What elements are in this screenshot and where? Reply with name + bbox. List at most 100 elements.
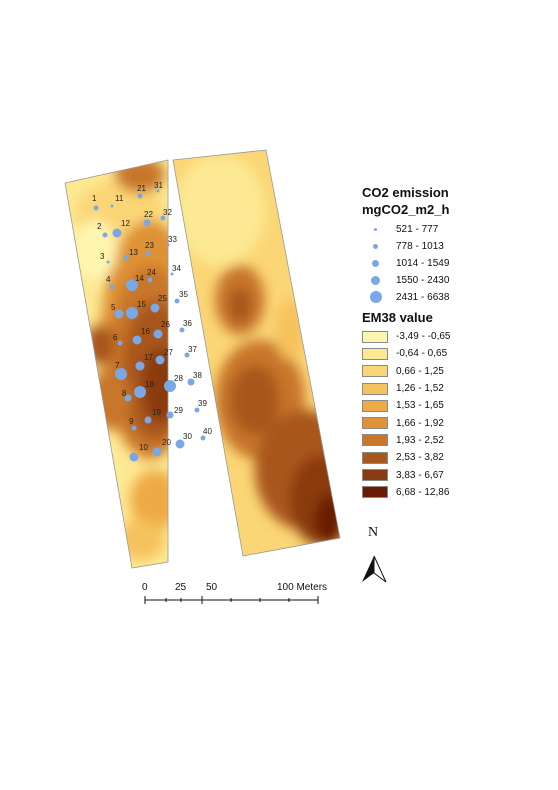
em38-class-8-swatch	[362, 451, 388, 464]
sample-point-label-18: 18	[145, 380, 154, 389]
sample-point-label-30: 30	[183, 432, 192, 441]
field-strip-left	[65, 160, 168, 568]
em38-class-9: 3,83 - 6,67	[362, 466, 552, 483]
sample-point-label-19: 19	[152, 408, 161, 417]
sample-point-17	[135, 361, 145, 371]
sample-point-9	[131, 425, 137, 431]
em38-class-5: 1,53 - 1,65	[362, 397, 552, 414]
sample-point-label-11: 11	[115, 194, 124, 203]
sample-point-23	[145, 250, 151, 256]
map-legend: CO2 emission mgCO2_m2_h 521 - 777 778 - …	[362, 184, 552, 501]
sample-point-label-36: 36	[183, 319, 192, 328]
em38-class-5-swatch	[362, 399, 388, 412]
sample-point-label-7: 7	[115, 361, 120, 370]
sample-point-16	[132, 335, 142, 345]
sample-point-label-21: 21	[137, 184, 146, 193]
sample-point-1	[93, 205, 99, 211]
em38-class-2: -0,64 - 0,65	[362, 345, 552, 362]
sample-point-label-13: 13	[129, 248, 138, 257]
sample-point-label-40: 40	[203, 427, 212, 436]
sample-point-label-8: 8	[122, 389, 127, 398]
sample-point-21	[137, 193, 143, 199]
sample-point-label-4: 4	[106, 275, 111, 284]
em38-class-10: 6,68 - 12,86	[362, 484, 552, 501]
co2-sample-points: 1234567891011121314151617181920212223242…	[92, 181, 212, 462]
sample-point-30	[175, 439, 185, 449]
sample-point-36	[179, 327, 185, 333]
sample-point-29	[166, 411, 174, 419]
sample-point-label-29: 29	[174, 406, 183, 415]
sample-point-label-25: 25	[158, 294, 167, 303]
sample-point-label-22: 22	[144, 210, 153, 219]
sample-point-28	[164, 380, 176, 392]
co2-class-5: 2431 - 6638	[362, 289, 552, 306]
em38-class-2-swatch	[362, 347, 388, 360]
sample-point-label-16: 16	[141, 327, 150, 336]
sample-point-18	[134, 386, 146, 398]
scale-label-25: 25	[175, 582, 187, 593]
sample-point-12	[112, 228, 122, 238]
sample-point-label-33: 33	[168, 235, 177, 244]
co2-class-4: 1550 - 2430	[362, 272, 552, 289]
sample-point-22	[143, 219, 151, 227]
field-outline-right	[172, 149, 341, 557]
sample-point-label-15: 15	[137, 300, 146, 309]
em38-class-1-swatch	[362, 330, 388, 343]
co2-class-1-symbol	[374, 228, 377, 231]
em38-class-3-swatch	[362, 365, 388, 378]
sample-point-label-17: 17	[144, 353, 153, 362]
em38-class-1: -3,49 - -0,65	[362, 328, 552, 345]
co2-class-3-symbol	[372, 260, 379, 267]
sample-point-11	[110, 204, 114, 208]
co2-legend-title: CO2 emission	[362, 185, 449, 200]
sample-point-40	[200, 435, 206, 441]
sample-point-15	[126, 307, 138, 319]
em38-class-1-label: -3,49 - -0,65	[396, 331, 451, 343]
sample-point-5	[114, 309, 124, 319]
north-arrow-icon	[362, 555, 387, 583]
sample-point-label-12: 12	[121, 219, 130, 228]
sample-point-4	[109, 284, 115, 290]
em38-legend-title: EM38 value	[362, 310, 433, 325]
sample-point-6	[117, 340, 123, 346]
co2-class-1-label: 521 - 777	[396, 224, 439, 235]
sample-point-13	[123, 255, 129, 261]
em38-class-7-label: 1,93 - 2,52	[396, 434, 444, 446]
sample-point-7	[115, 368, 127, 380]
em38-class-6-label: 1,66 - 1,92	[396, 417, 444, 429]
em38-class-10-label: 6,68 - 12,86	[396, 486, 450, 498]
sample-point-label-27: 27	[164, 348, 173, 357]
sample-point-label-23: 23	[145, 241, 154, 250]
em38-class-4-swatch	[362, 382, 388, 395]
sample-point-label-14: 14	[135, 274, 144, 283]
sample-point-10	[129, 452, 139, 462]
co2-class-5-symbol	[370, 291, 382, 303]
sample-point-label-2: 2	[97, 222, 102, 231]
sample-point-label-37: 37	[188, 345, 197, 354]
sample-point-label-9: 9	[129, 417, 134, 426]
em38-class-6-swatch	[362, 417, 388, 430]
sample-point-label-38: 38	[193, 371, 202, 380]
sample-point-label-26: 26	[161, 320, 170, 329]
em38-class-9-swatch	[362, 469, 388, 482]
co2-class-2: 778 - 1013	[362, 238, 552, 255]
sample-point-25	[150, 303, 160, 313]
sample-point-31	[156, 189, 160, 193]
scale-bar-graphic	[144, 596, 319, 604]
sample-point-label-10: 10	[139, 443, 148, 452]
field-strip-right	[173, 150, 340, 556]
em38-class-4-label: 1,26 - 1,52	[396, 383, 444, 395]
sample-point-label-35: 35	[179, 290, 188, 299]
sample-point-24	[147, 277, 153, 283]
sample-point-35	[174, 298, 180, 304]
sample-point-label-5: 5	[111, 303, 116, 312]
em38-class-3: 0,66 - 1,25	[362, 363, 552, 380]
co2-class-2-label: 778 - 1013	[396, 241, 444, 252]
em38-class-5-label: 1,53 - 1,65	[396, 400, 444, 412]
co2-class-3: 1014 - 1549	[362, 255, 552, 272]
sample-point-32	[160, 215, 166, 221]
sample-point-label-39: 39	[198, 399, 207, 408]
sample-point-label-3: 3	[100, 252, 105, 261]
sample-point-26	[153, 329, 163, 339]
